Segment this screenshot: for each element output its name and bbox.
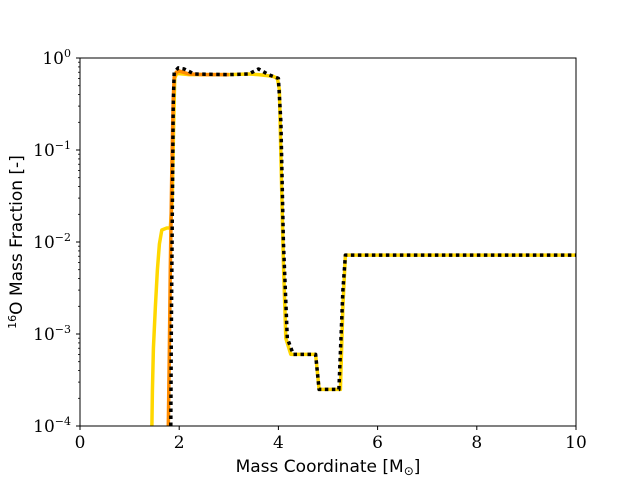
- x-tick-label: 4: [273, 433, 284, 453]
- x-axis-label-text: Mass Coordinate [M: [236, 457, 404, 477]
- x-tick-label: 6: [372, 433, 383, 453]
- x-axis-ticks: 0 2 4 6 8 10: [75, 426, 587, 453]
- y-tick-label: 10−3: [33, 323, 71, 345]
- series-line-0: [150, 71, 576, 427]
- x-axis-label-symbol: ⊙: [404, 464, 414, 478]
- y-axis-ticks: 10−4 10−3 10−2 10−1 100: [33, 47, 80, 437]
- x-tick-label: 8: [471, 433, 482, 453]
- x-axis-label: Mass Coordinate [M⊙]: [236, 457, 421, 478]
- x-axis-label-close: ]: [414, 457, 421, 477]
- x-tick-label: 10: [565, 433, 587, 453]
- series-line-1: [166, 69, 229, 427]
- y-axis-label-prefix: 16: [6, 315, 19, 329]
- y-tick-label: 10−2: [33, 231, 71, 253]
- y-axis-label: 16O Mass Fraction [-]: [6, 155, 27, 329]
- x-tick-label: 2: [174, 433, 185, 453]
- y-tick-label: 10−1: [33, 139, 71, 161]
- y-tick-label: 100: [42, 47, 71, 69]
- y-tick-label: 10−4: [33, 415, 71, 437]
- x-tick-label: 0: [75, 433, 86, 453]
- series-line-2: [169, 66, 576, 427]
- series-lines: [150, 66, 576, 427]
- y-axis-label-text: O Mass Fraction [-]: [7, 155, 27, 315]
